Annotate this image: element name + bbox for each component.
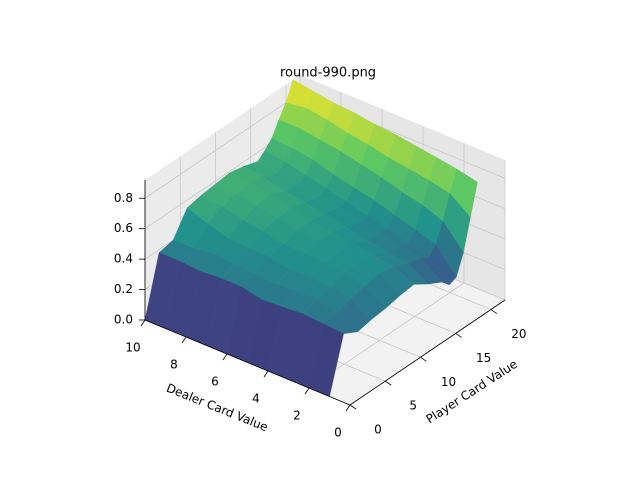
y-tick-label: 0 [374,423,382,437]
labels: 0 2 4 6 8 10 0 5 10 15 20 0.0 0.2 0.4 0.6 0.8 [114,180,527,440]
axis-line [144,319,351,406]
y-tick [490,309,498,314]
z-tick-label: 0.6 [114,221,133,235]
x-tick [345,404,351,412]
x-tick [263,370,269,378]
x-tick [140,319,146,327]
x-tick-label: 4 [252,392,260,406]
z-tick-label: 0.2 [114,282,133,296]
x-tick-label: 6 [211,375,219,389]
grid-line [144,92,301,199]
chart-title: round-990.png [280,66,376,81]
y-tick-label: 5 [409,399,417,413]
x-axis-label: Dealer Card Value [164,381,270,435]
x-tick-label: 8 [170,358,178,372]
y-axis-label: Player Card Value [423,357,520,426]
x-tick-label: 10 [125,341,140,355]
x-tick [181,336,187,344]
y-tick-label: 15 [476,351,491,365]
y-tick-label: 10 [441,375,456,389]
x-tick-label: 0 [334,426,342,440]
x-tick [222,353,228,361]
y-tick [420,356,427,362]
z-tick-label: 0.0 [114,313,133,327]
y-tick [349,404,357,410]
z-tick-label: 0.4 [114,252,133,266]
x-tick [304,387,310,395]
z-tick-label: 0.8 [114,191,133,205]
y-tick [385,380,392,386]
axis-line [349,299,506,406]
y-tick-label: 20 [511,327,526,341]
x-tick-label: 2 [293,409,301,423]
y-tick [455,333,462,338]
